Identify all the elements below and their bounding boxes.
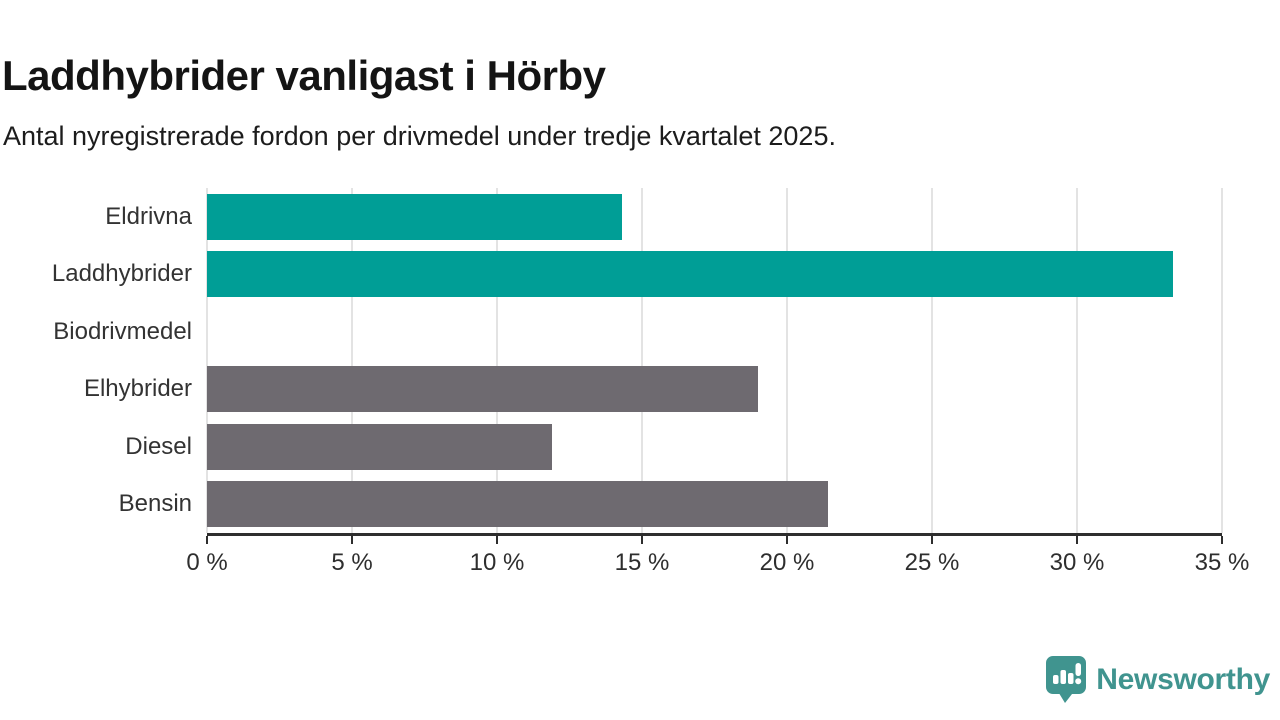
category-label: Laddhybrider	[51, 260, 192, 288]
axis-tick	[641, 536, 643, 544]
x-tick-label: 10 %	[469, 549, 525, 576]
newsworthy-logo: Newsworthy	[1045, 655, 1270, 704]
gridline	[641, 188, 643, 533]
gridline	[1076, 188, 1078, 533]
bar-row	[207, 418, 1222, 476]
bar-laddhybrider	[207, 251, 1173, 298]
gridline	[496, 188, 498, 533]
axis-tick	[351, 536, 353, 544]
x-tick-label: 25 %	[904, 549, 960, 576]
bars-container	[207, 188, 1222, 533]
x-tick-label: 5 %	[331, 549, 373, 576]
bar-eldrivna	[207, 193, 622, 240]
gridline	[206, 188, 208, 533]
axis-tick	[1076, 536, 1078, 544]
x-tick-label: 20 %	[759, 549, 815, 576]
newsworthy-speech-bubble-chart-icon	[1045, 655, 1087, 704]
category-label: Eldrivna	[105, 202, 192, 230]
bar-row	[207, 361, 1222, 419]
gridline	[931, 188, 933, 533]
gridline	[1221, 188, 1223, 533]
x-axis-line	[207, 533, 1222, 536]
bar-diesel	[207, 423, 553, 470]
bar-row	[207, 303, 1222, 361]
x-tick-label: 35 %	[1194, 549, 1250, 576]
brand-name: Newsworthy	[1096, 662, 1270, 696]
x-tick-label: 0 %	[186, 549, 228, 576]
bar-elhybrider	[207, 366, 758, 413]
category-label: Elhybrider	[83, 375, 192, 403]
chart-subtitle: Antal nyregistrerade fordon per drivmede…	[3, 121, 836, 151]
x-tick-label: 30 %	[1049, 549, 1105, 576]
category-label: Diesel	[125, 432, 192, 460]
gridline	[786, 188, 788, 533]
plot-area	[206, 188, 1223, 533]
category-label: Biodrivmedel	[53, 317, 192, 345]
category-label: Bensin	[118, 490, 192, 518]
chart-title: Laddhybrider vanligast i Hörby	[2, 52, 606, 100]
axis-tick	[786, 536, 788, 544]
gridline	[351, 188, 353, 533]
bar-row	[207, 246, 1222, 304]
axis-tick	[931, 536, 933, 544]
x-axis-tick-labels: 0 % 5 % 10 % 15 % 20 % 25 % 30 % 35 %	[186, 549, 1249, 581]
bar-row	[207, 188, 1222, 246]
x-tick-label: 15 %	[614, 549, 670, 576]
axis-tick	[1221, 536, 1223, 544]
bar-bensin	[207, 481, 828, 528]
axis-tick	[496, 536, 498, 544]
bar-row	[207, 476, 1222, 534]
axis-tick	[206, 536, 208, 544]
y-axis-labels: Eldrivna Laddhybrider Biodrivmedel Elhybrid…	[0, 188, 192, 533]
